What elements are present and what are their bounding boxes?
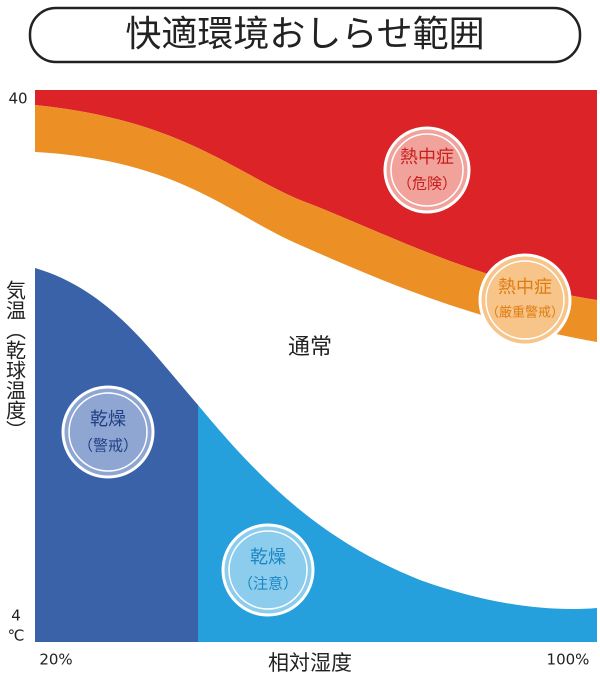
y-axis-label: 気温（乾球温度） (3, 280, 27, 440)
y-bottom-label: 4 (11, 607, 21, 625)
x-right-label: 100% (547, 651, 590, 669)
zone-sublabel: （厳重警戒） (486, 305, 564, 321)
normal-label: 通常 (288, 335, 332, 360)
zone-label: 乾燥 (90, 409, 126, 430)
heat-warning-zone (35, 105, 597, 342)
zone-badge: 乾燥 （注意） (221, 523, 315, 617)
zone-badge: 熱中症 （危険） (383, 126, 471, 214)
zone-badge: 熱中症 （厳重警戒） (478, 253, 572, 347)
y-top-label: 40 (8, 90, 27, 108)
zone-sublabel: （警戒） (78, 437, 138, 455)
y-unit: ℃ (8, 627, 25, 645)
title: 快適環境おしらせ範囲 (125, 14, 484, 55)
zone-sublabel: （注意） (238, 575, 298, 593)
zone-label: 熱中症 (498, 277, 552, 298)
title-box (28, 6, 582, 64)
x-axis-label: 相対湿度 (268, 651, 352, 675)
x-left-label: 20% (39, 651, 72, 669)
zone-sublabel: （危険） (397, 175, 457, 193)
zone-label: 乾燥 (250, 547, 286, 568)
zone-label: 熱中症 (400, 147, 454, 168)
zone-badge: 乾燥 （警戒） (61, 385, 155, 479)
